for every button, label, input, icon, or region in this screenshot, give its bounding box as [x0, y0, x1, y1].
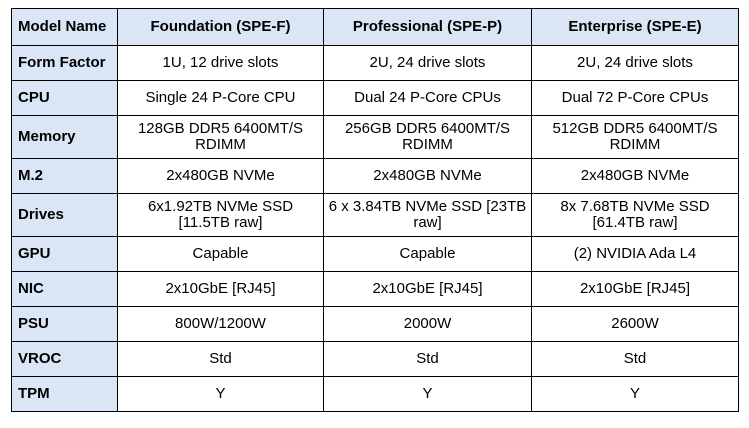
table-cell: Std — [323, 341, 532, 377]
column-header-professional: Professional (SPE-P) — [323, 8, 532, 46]
table-cell: 128GB DDR5 6400MT/S RDIMM — [117, 115, 324, 159]
table-cell: 2000W — [323, 306, 532, 342]
table-cell: Std — [531, 341, 739, 377]
table-cell: 1U, 12 drive slots — [117, 45, 324, 81]
row-label: GPU — [11, 236, 118, 272]
row-label: PSU — [11, 306, 118, 342]
row-label: Memory — [11, 115, 118, 159]
table-cell: 2x480GB NVMe — [117, 158, 324, 194]
column-header-enterprise: Enterprise (SPE-E) — [531, 8, 739, 46]
model-name-header: Model Name — [11, 8, 118, 46]
row-label: CPU — [11, 80, 118, 116]
table-cell: 2x480GB NVMe — [323, 158, 532, 194]
table-cell: Y — [531, 376, 739, 412]
table-cell: 256GB DDR5 6400MT/S RDIMM — [323, 115, 532, 159]
table-cell: 2x10GbE [RJ45] — [531, 271, 739, 307]
table-cell: Capable — [117, 236, 324, 272]
table-row-nic: NIC 2x10GbE [RJ45] 2x10GbE [RJ45] 2x10Gb… — [11, 271, 739, 307]
table-row-drives: Drives 6x1.92TB NVMe SSD [11.5TB raw] 6 … — [11, 193, 739, 237]
table-cell: 2U, 24 drive slots — [531, 45, 739, 81]
table-cell: Y — [117, 376, 324, 412]
row-label: Drives — [11, 193, 118, 237]
table-cell: Y — [323, 376, 532, 412]
table-cell: 2x10GbE [RJ45] — [117, 271, 324, 307]
table-cell: 6 x 3.84TB NVMe SSD [23TB raw] — [323, 193, 532, 237]
column-header-foundation: Foundation (SPE-F) — [117, 8, 324, 46]
table-cell: 2x10GbE [RJ45] — [323, 271, 532, 307]
table-row-cpu: CPU Single 24 P-Core CPU Dual 24 P-Core … — [11, 80, 739, 116]
table-cell: 2600W — [531, 306, 739, 342]
row-label: VROC — [11, 341, 118, 377]
table-row-gpu: GPU Capable Capable (2) NVIDIA Ada L4 — [11, 236, 739, 272]
table-row-vroc: VROC Std Std Std — [11, 341, 739, 377]
table-cell: 2x480GB NVMe — [531, 158, 739, 194]
table-header-row: Model Name Foundation (SPE-F) Profession… — [11, 8, 739, 46]
spec-comparison-table: Model Name Foundation (SPE-F) Profession… — [11, 8, 739, 412]
table-row-form-factor: Form Factor 1U, 12 drive slots 2U, 24 dr… — [11, 45, 739, 81]
table-cell: 8x 7.68TB NVMe SSD [61.4TB raw] — [531, 193, 739, 237]
table-cell: Dual 24 P-Core CPUs — [323, 80, 532, 116]
table-cell: 512GB DDR5 6400MT/S RDIMM — [531, 115, 739, 159]
table-row-m2: M.2 2x480GB NVMe 2x480GB NVMe 2x480GB NV… — [11, 158, 739, 194]
table-cell: 2U, 24 drive slots — [323, 45, 532, 81]
row-label: M.2 — [11, 158, 118, 194]
row-label: Form Factor — [11, 45, 118, 81]
table-row-memory: Memory 128GB DDR5 6400MT/S RDIMM 256GB D… — [11, 115, 739, 159]
table-cell: Single 24 P-Core CPU — [117, 80, 324, 116]
table-cell: Dual 72 P-Core CPUs — [531, 80, 739, 116]
table-cell: (2) NVIDIA Ada L4 — [531, 236, 739, 272]
table-cell: 6x1.92TB NVMe SSD [11.5TB raw] — [117, 193, 324, 237]
table-cell: Std — [117, 341, 324, 377]
table-cell: 800W/1200W — [117, 306, 324, 342]
table-cell: Capable — [323, 236, 532, 272]
row-label: TPM — [11, 376, 118, 412]
row-label: NIC — [11, 271, 118, 307]
table-row-psu: PSU 800W/1200W 2000W 2600W — [11, 306, 739, 342]
table-row-tpm: TPM Y Y Y — [11, 376, 739, 412]
